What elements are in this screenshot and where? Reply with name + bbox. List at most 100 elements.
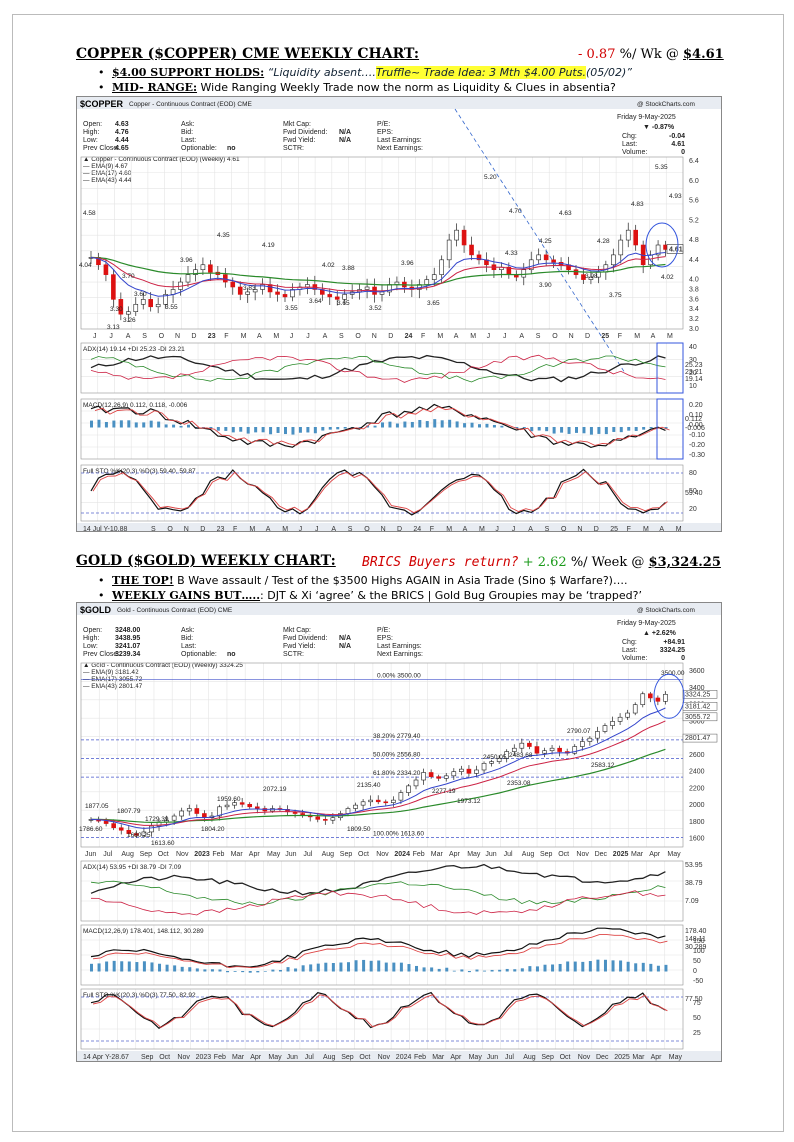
candle-body: [342, 294, 347, 300]
macd-histogram-bar: [90, 963, 93, 972]
macd-histogram-bar: [276, 427, 280, 433]
month-label: N: [577, 526, 582, 531]
month-label: J: [109, 333, 113, 340]
month-label: Jul: [103, 851, 112, 858]
candle-body: [217, 806, 222, 817]
y-tick-label: 1600: [689, 836, 705, 843]
month-label: J: [503, 333, 507, 340]
month-label: 25: [610, 526, 618, 531]
month-label: S: [536, 333, 541, 340]
candle-body: [581, 274, 586, 280]
quote-label: Last:: [181, 643, 196, 650]
quote-label: Mkt Cap:: [283, 627, 311, 634]
ema17-line: [90, 720, 666, 826]
candle-body: [521, 269, 527, 278]
panel-border: [80, 156, 684, 330]
month-label: J: [487, 333, 491, 340]
macd-histogram-bar: [597, 427, 601, 434]
macd-histogram-bar: [180, 966, 184, 972]
month-label: Aug: [121, 851, 134, 858]
gold-chart-svg: $GOLD Gold - Continuous Contract (EOD) C…: [77, 603, 721, 1061]
quote-percent: ▼ -0.87%: [643, 124, 675, 131]
month-label: A: [651, 333, 656, 340]
candle-body: [247, 804, 253, 808]
month-label: Sep: [141, 1054, 154, 1061]
candle-body: [323, 819, 328, 821]
y-tick-label: 5.6: [689, 198, 699, 205]
macd-histogram-bar: [535, 966, 539, 972]
macd-histogram-bar: [388, 421, 392, 428]
quote-label: Bid:: [181, 129, 193, 136]
quote-value: 4.61: [671, 141, 685, 148]
gold-chart: $GOLD Gold - Continuous Contract (EOD) C…: [76, 602, 722, 1062]
quote-value: N/A: [339, 137, 351, 144]
gold-adx-panel: ADX(14) 53.95 +DI 38.79 -DI 7.09 53.95 38.…: [80, 860, 703, 922]
macd-histogram-bar: [331, 963, 335, 972]
gold-macd-panel: MACD(12,26,9) 178.401, 148.112, 30.289 15…: [80, 924, 707, 986]
macd-histogram-bar: [656, 965, 660, 972]
y-tick-label: 2600: [689, 752, 705, 759]
candle-body: [542, 750, 547, 754]
macd-histogram-bar: [440, 420, 444, 428]
quote-label: Volume:: [622, 655, 647, 662]
quote-label: SCTR:: [283, 651, 304, 658]
macd-histogram-bar: [582, 427, 586, 434]
month-label: 25: [601, 333, 609, 340]
macd-histogram-bar: [284, 427, 287, 435]
quote-value: 4.65: [115, 145, 129, 152]
price-label: 1809.50: [347, 826, 371, 833]
month-label: D: [397, 526, 402, 531]
month-label: Feb: [413, 851, 425, 858]
candle-body: [527, 742, 532, 747]
gold-price-panel: 3600340032003000280026002400220020001800…: [79, 662, 718, 858]
price-label: 4.70: [509, 208, 522, 215]
macd-histogram-bar: [399, 962, 403, 972]
month-label: Apr: [249, 851, 261, 858]
macd-histogram-bar: [611, 960, 615, 972]
last-price-box: [666, 244, 684, 254]
month-label: D: [585, 333, 590, 340]
right-value: 3055.72: [685, 714, 710, 721]
month-label: 23: [217, 526, 225, 531]
sto-tick: 75: [693, 1000, 701, 1007]
macd-histogram-bar: [158, 963, 162, 972]
candle-body: [618, 239, 624, 256]
macd-histogram-bar: [105, 961, 109, 972]
macd-histogram-bar: [537, 427, 541, 431]
candle-body: [103, 264, 109, 275]
quote-value: N/A: [339, 643, 351, 650]
month-label: D: [388, 333, 393, 340]
quote-label: P/E:: [377, 121, 390, 128]
adx-value: 23.21: [685, 369, 703, 376]
macd-value: 30.289: [685, 944, 707, 951]
month-label: M: [634, 333, 640, 340]
month-label: 24: [413, 526, 421, 531]
candle-body: [193, 269, 198, 275]
gold-tag: BRICS Buyers return?: [362, 555, 519, 570]
adx-line: [90, 863, 666, 896]
right-value-box: [682, 712, 718, 722]
macd-histogram-bar: [581, 961, 585, 972]
candle-body: [126, 311, 131, 315]
month-label: M: [479, 526, 485, 531]
ema9-line: [90, 252, 666, 297]
macd-histogram-bar: [256, 971, 260, 973]
copper-adx-panel: ADX(14) 19.14 +DI 25.23 -DI 23.21 4030201…: [80, 342, 703, 394]
fibonacci-label: 50.00% 2556.80: [373, 752, 421, 759]
quote-value: -0.04: [669, 133, 685, 140]
quote-label: Last:: [622, 647, 637, 654]
macd-histogram-bar: [294, 968, 298, 972]
macd-histogram-bar: [149, 420, 153, 428]
quote-label: Last:: [181, 137, 196, 144]
price-label: 3.98: [585, 273, 598, 280]
macd-histogram-bar: [339, 962, 343, 972]
candle-body: [275, 291, 280, 295]
candle-body: [474, 769, 479, 774]
quote-value: 0: [681, 655, 685, 662]
month-label: Aug: [523, 1054, 536, 1061]
candle-body: [519, 742, 525, 749]
macd-title: MACD(12,26,9) 178.401, 148.112, 30.289: [83, 928, 204, 935]
time-axis-strip: [77, 1051, 721, 1061]
quote-label: Next Earnings:: [377, 145, 423, 152]
month-label: Apr: [649, 851, 661, 858]
